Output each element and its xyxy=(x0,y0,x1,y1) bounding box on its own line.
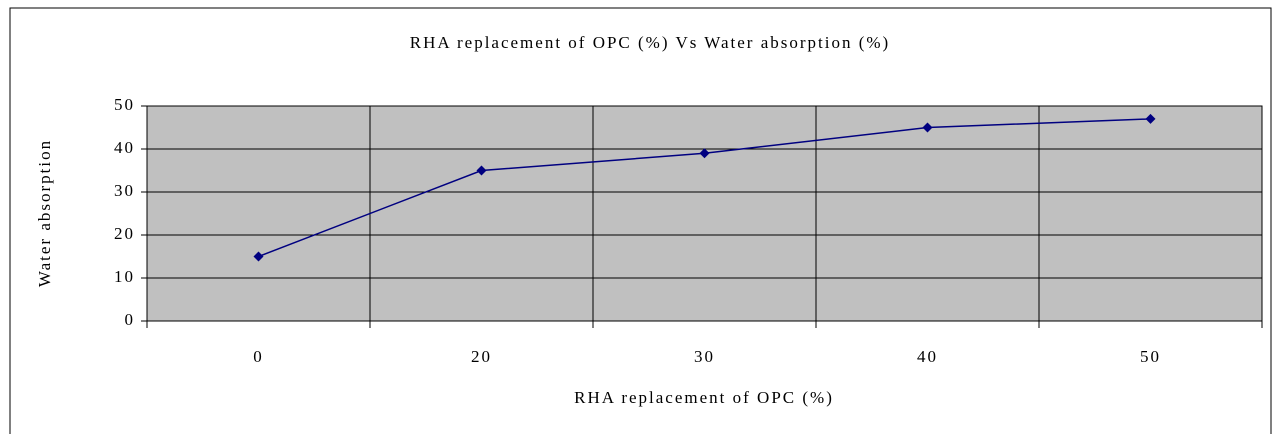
data-point xyxy=(699,148,710,159)
y-axis-label: Water absorption xyxy=(35,139,54,287)
data-point xyxy=(476,165,487,176)
chart-title: RHA replacement of OPC (%) Vs Water abso… xyxy=(410,33,890,52)
data-point xyxy=(922,122,933,133)
x-tick-label: 50 xyxy=(1140,347,1161,366)
y-tick-label: 10 xyxy=(114,267,135,286)
data-point xyxy=(253,251,264,262)
y-tick-label: 0 xyxy=(125,310,136,329)
x-tick-label: 0 xyxy=(253,347,264,366)
x-tick-label: 40 xyxy=(917,347,938,366)
x-tick-label: 20 xyxy=(471,347,492,366)
y-tick-label: 40 xyxy=(114,138,135,157)
y-tick-label: 20 xyxy=(114,224,135,243)
x-tick-label: 30 xyxy=(694,347,715,366)
x-axis-label: RHA replacement of OPC (%) xyxy=(574,388,834,407)
y-tick-label: 50 xyxy=(114,95,135,114)
plot-area xyxy=(146,105,1263,322)
y-tick-label: 30 xyxy=(114,181,135,200)
data-point xyxy=(1145,113,1156,124)
